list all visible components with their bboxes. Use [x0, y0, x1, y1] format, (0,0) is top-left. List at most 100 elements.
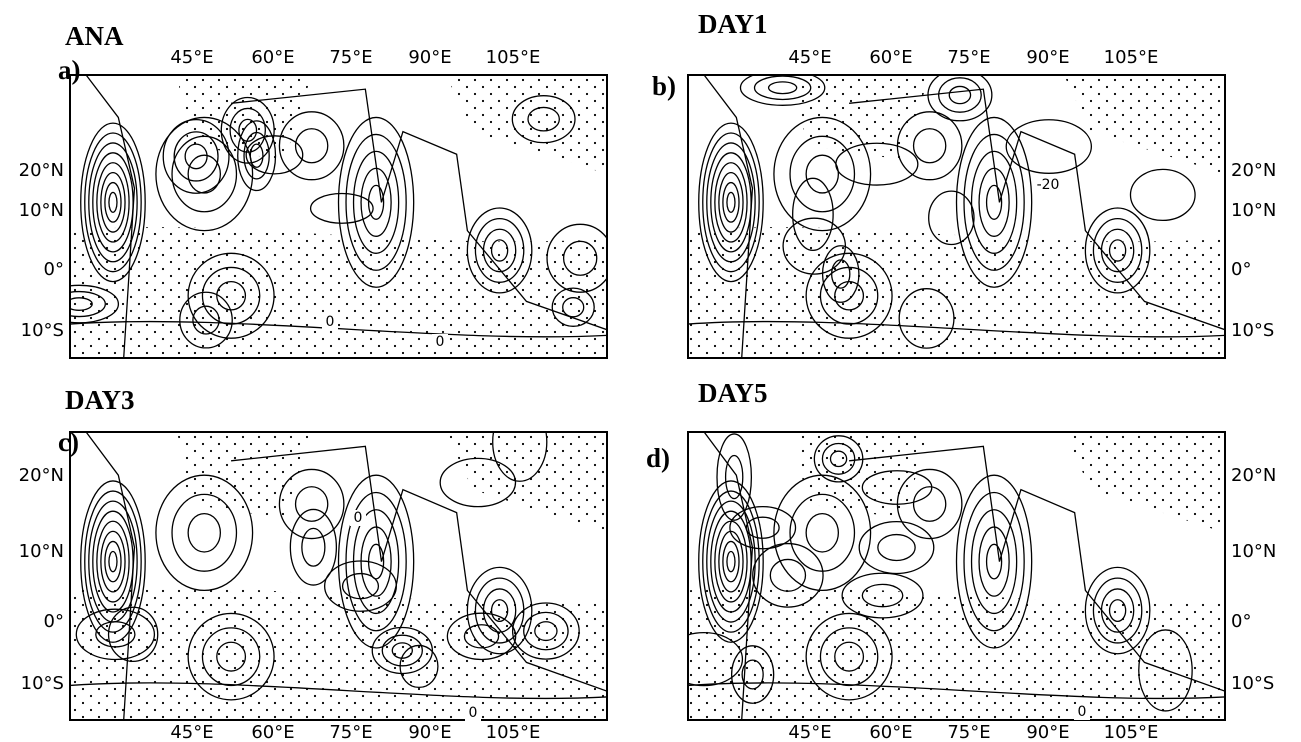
contour: [96, 520, 130, 603]
contour: [767, 81, 798, 95]
contour: [773, 116, 872, 232]
contour: [729, 506, 797, 550]
x-tick-label: 105°E: [1104, 722, 1159, 742]
contour: [104, 181, 122, 223]
contour: [821, 442, 856, 475]
contour: [698, 480, 764, 643]
map-panel: ANA a) 45°E 60°E 75°E 90°E 105°E 20°N 10°N 0° 10°S…: [19, 21, 608, 359]
contour: [278, 111, 345, 181]
x-tick-label: 60°E: [251, 722, 294, 742]
contour: [237, 120, 277, 192]
contour: [861, 470, 933, 505]
contour: [229, 107, 266, 153]
contour: [70, 290, 106, 318]
map-frame: [69, 431, 608, 721]
contour: [714, 162, 748, 243]
y-tick-label: 10°S: [1231, 320, 1274, 341]
contour: [858, 520, 935, 575]
contour: [360, 167, 392, 237]
contour: [985, 184, 1003, 220]
y-tick-label: 10°N: [1231, 200, 1276, 221]
contour: [466, 566, 533, 655]
contour-label: 0: [469, 705, 478, 721]
contour: [948, 85, 972, 105]
contour: [187, 512, 222, 553]
contour: [309, 192, 374, 224]
contour: [546, 223, 607, 293]
y-tick-label: 0°: [44, 611, 64, 632]
panel-title: DAY5: [698, 378, 768, 408]
contour: [769, 558, 807, 592]
contour: [706, 500, 756, 623]
contour: [216, 641, 247, 672]
contour-label-bg: [1040, 177, 1056, 193]
panel-title: DAY1: [698, 9, 768, 39]
x-tick-label: 75°E: [329, 722, 372, 742]
contour: [688, 631, 744, 687]
panel-letter: c): [58, 427, 79, 457]
contour: [352, 150, 400, 254]
contour: [985, 543, 1003, 580]
contour: [718, 171, 744, 233]
contour: [861, 583, 904, 608]
contour: [963, 133, 1025, 271]
contour: [70, 297, 93, 311]
contour: [192, 305, 220, 335]
contour: [84, 490, 142, 633]
contour: [819, 627, 879, 687]
contour: [162, 118, 230, 194]
contour: [805, 154, 840, 194]
x-tick-label: 75°E: [329, 47, 372, 68]
contour: [100, 530, 126, 593]
contour: [722, 181, 740, 223]
contour: [805, 612, 893, 701]
y-tick-label: 20°N: [19, 465, 64, 486]
contour: [730, 645, 775, 704]
contour: [963, 491, 1025, 632]
contour: [399, 644, 439, 689]
contour: [345, 491, 407, 632]
contour-label-bg: [350, 510, 366, 526]
contour: [289, 508, 338, 586]
map-frame: [69, 74, 608, 359]
contour: [688, 682, 1225, 700]
contour-label: 0: [326, 314, 335, 330]
contour: [108, 550, 118, 573]
contour: [95, 621, 136, 648]
contour: [834, 641, 865, 672]
contour-label: 0: [1078, 704, 1087, 720]
contour: [243, 131, 270, 180]
contour: [752, 542, 824, 608]
contour: [722, 540, 740, 583]
panel-letter: b): [652, 71, 676, 101]
contour: [927, 75, 993, 122]
contour: [912, 128, 947, 164]
map-panel: DAY5 d) 45°E 60°E 75°E 90°E 105°E 20°N 10°N 0° 10°…: [646, 378, 1276, 742]
contour: [813, 435, 864, 483]
contour: [702, 132, 760, 273]
contour: [562, 297, 585, 318]
contour: [249, 143, 264, 168]
contour: [80, 480, 146, 643]
contour: [1084, 207, 1151, 294]
contour: [187, 612, 275, 701]
contour: [562, 240, 598, 276]
contour: [173, 131, 219, 182]
contour: [367, 184, 385, 220]
y-tick-label: 10°S: [1231, 673, 1274, 694]
contour: [474, 217, 525, 283]
contour: [1092, 217, 1143, 283]
contour: [92, 152, 134, 253]
contour-label-bg: [1074, 704, 1090, 720]
contour: [345, 133, 407, 271]
contour-label-bg: [432, 334, 448, 350]
contour: [337, 116, 415, 288]
contour: [75, 608, 156, 661]
contour: [792, 177, 834, 252]
x-tick-label: 60°E: [251, 47, 294, 68]
contour: [726, 550, 736, 573]
map-content: [70, 75, 607, 358]
y-tick-label: 20°N: [1231, 465, 1276, 486]
contour: [70, 320, 607, 338]
y-tick-label: 10°S: [21, 673, 64, 694]
